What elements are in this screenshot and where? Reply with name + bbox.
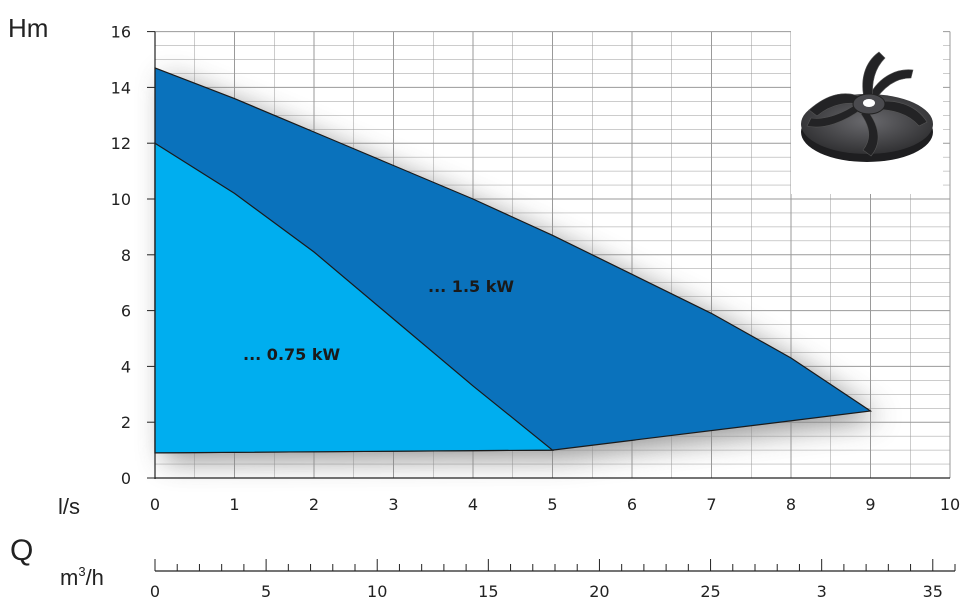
x-tick-label: 5 xyxy=(547,495,557,514)
x-tick-label: 10 xyxy=(940,495,960,514)
secondary-tick-label: 10 xyxy=(367,582,387,600)
secondary-tick-label: 25 xyxy=(700,582,720,600)
performance-areas xyxy=(154,67,873,454)
y-tick-label: 10 xyxy=(111,190,131,209)
secondary-tick-label: 15 xyxy=(478,582,498,600)
x-tick-label: 2 xyxy=(309,495,319,514)
y-axis-label: Hm xyxy=(8,13,48,43)
x-tick-label: 4 xyxy=(468,495,478,514)
x-tick-label: 6 xyxy=(627,495,637,514)
y-tick-label: 12 xyxy=(111,134,131,153)
secondary-axis: 0 5 10 15 20 25 3 35 xyxy=(150,559,956,600)
secondary-tick-label: 5 xyxy=(261,582,271,600)
x-tick-label: 8 xyxy=(786,495,796,514)
secondary-tick-label: 35 xyxy=(923,582,943,600)
impeller-image xyxy=(791,30,943,194)
y-tick-label: 2 xyxy=(121,413,131,432)
y-tick-label: 14 xyxy=(111,78,131,97)
x-unit-primary: l/s xyxy=(58,494,80,519)
x-tick-label: 3 xyxy=(388,495,398,514)
y-tick-label: 8 xyxy=(121,246,131,265)
secondary-tick-label: 3 xyxy=(817,582,827,600)
flow-label: Q xyxy=(10,534,33,567)
y-tick-label: 6 xyxy=(121,302,131,321)
secondary-tick-label: 0 xyxy=(150,582,160,600)
x-tick-label: 0 xyxy=(150,495,160,514)
x-tick-label: 7 xyxy=(706,495,716,514)
y-tick-label: 4 xyxy=(121,357,131,376)
x-unit-secondary: m3/h xyxy=(60,564,104,590)
y-tick-label: 16 xyxy=(111,23,131,42)
x-tick-label: 9 xyxy=(865,495,875,514)
series-label-0-75kw: ... 0.75 kW xyxy=(243,345,340,364)
series-area-1 xyxy=(154,142,555,454)
series-label-1-5kw: ... 1.5 kW xyxy=(428,277,514,296)
secondary-tick-label: 20 xyxy=(589,582,609,600)
y-tick-label: 0 xyxy=(121,469,131,488)
x-tick-label: 1 xyxy=(229,495,239,514)
